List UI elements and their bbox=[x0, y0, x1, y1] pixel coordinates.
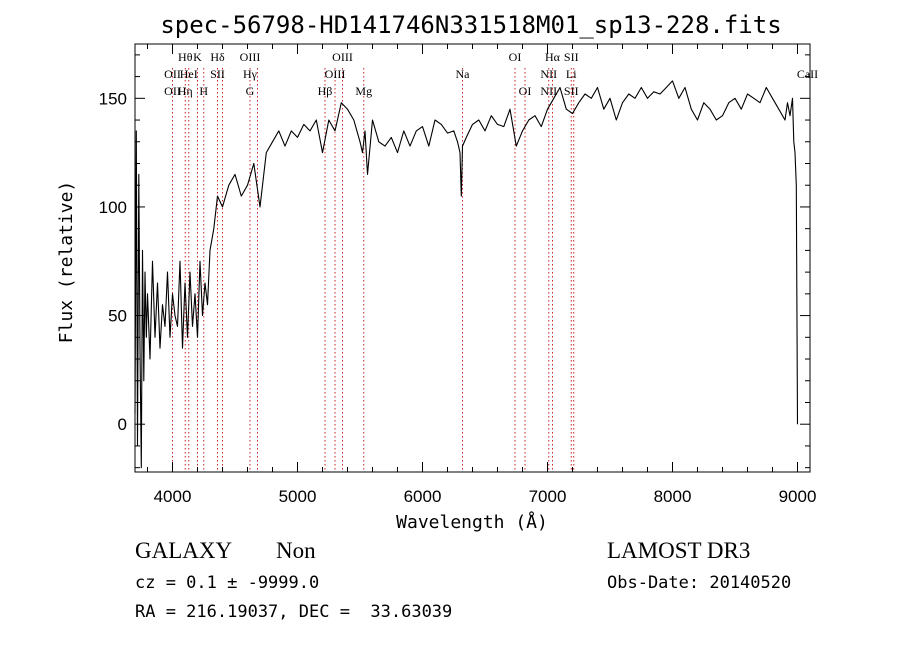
spectral-line-label: Hβ bbox=[318, 84, 333, 98]
redshift-readout: cz = 0.1 ± -9999.0 bbox=[135, 573, 320, 593]
object-subclass: Non bbox=[276, 538, 316, 563]
spectral-lines-layer bbox=[172, 68, 575, 472]
axes-ticks: 4000 5000 6000 7000 8000 9000 0 50 100 150 bbox=[99, 44, 817, 506]
spectral-line-label: OII bbox=[164, 84, 181, 98]
spectrum-series-line bbox=[134, 80, 799, 469]
object-class: GALAXY bbox=[135, 538, 233, 563]
spectral-line-label: CaII bbox=[797, 67, 818, 81]
x-axis-label: Wavelength (Å) bbox=[396, 511, 548, 533]
spectral-line-labels: OII OII Hθ Hη HeI K H Hδ SII OIII Hγ G Hβ OIII OIII Mg N… bbox=[164, 50, 818, 98]
x-tick-label: 5000 bbox=[279, 487, 317, 506]
spectral-line-label: OIII bbox=[332, 50, 353, 64]
spectral-line-label: NII bbox=[540, 67, 557, 81]
y-tick-label: 150 bbox=[99, 89, 127, 108]
spectral-line-label: SII bbox=[564, 84, 579, 98]
spectral-line-label: K bbox=[193, 50, 202, 64]
x-tick-label: 8000 bbox=[654, 487, 692, 506]
spectral-line-label: OIII bbox=[240, 50, 261, 64]
x-tick-label: 7000 bbox=[529, 487, 567, 506]
spectral-line-label: Hθ bbox=[178, 50, 193, 64]
x-tick-label: 4000 bbox=[154, 487, 192, 506]
x-tick-label: 9000 bbox=[779, 487, 817, 506]
spectral-line-label: HeI bbox=[180, 67, 198, 81]
observation-date: Obs-Date: 20140520 bbox=[607, 573, 792, 593]
spectral-line-label: OIII bbox=[325, 67, 346, 81]
y-tick-label: 50 bbox=[108, 307, 127, 326]
spectral-line-label: Hη bbox=[178, 84, 193, 98]
spectral-line-label: Na bbox=[456, 67, 471, 81]
spectral-line-label: G bbox=[246, 84, 255, 98]
spectral-line-label: SII bbox=[210, 67, 225, 81]
spectral-line-label: OI bbox=[509, 50, 522, 64]
spectral-line-label: SII bbox=[564, 50, 579, 64]
spectral-line-label: Hγ bbox=[243, 67, 258, 81]
y-tick-label: 0 bbox=[118, 415, 127, 434]
series-layer bbox=[134, 80, 799, 469]
survey-name: LAMOST DR3 bbox=[607, 538, 751, 563]
spectral-line-label: Li bbox=[566, 67, 577, 81]
spectral-line-label: OII bbox=[164, 67, 181, 81]
y-tick-label: 100 bbox=[99, 198, 127, 217]
chart-title: spec-56798-HD141746N331518M01_sp13-228.f… bbox=[160, 11, 781, 39]
coordinates-readout: RA = 216.19037, DEC = 33.63039 bbox=[135, 602, 453, 622]
spectral-line-label: Mg bbox=[355, 84, 372, 98]
spectral-line-label: NII bbox=[540, 84, 557, 98]
spectral-line-label: Hα bbox=[545, 50, 561, 64]
y-axis-label: Flux (relative) bbox=[56, 181, 77, 344]
spectral-line-label: OI bbox=[519, 84, 532, 98]
spectral-line-label: H bbox=[199, 84, 208, 98]
x-tick-label: 6000 bbox=[404, 487, 442, 506]
spectral-line-label: Hδ bbox=[210, 50, 225, 64]
